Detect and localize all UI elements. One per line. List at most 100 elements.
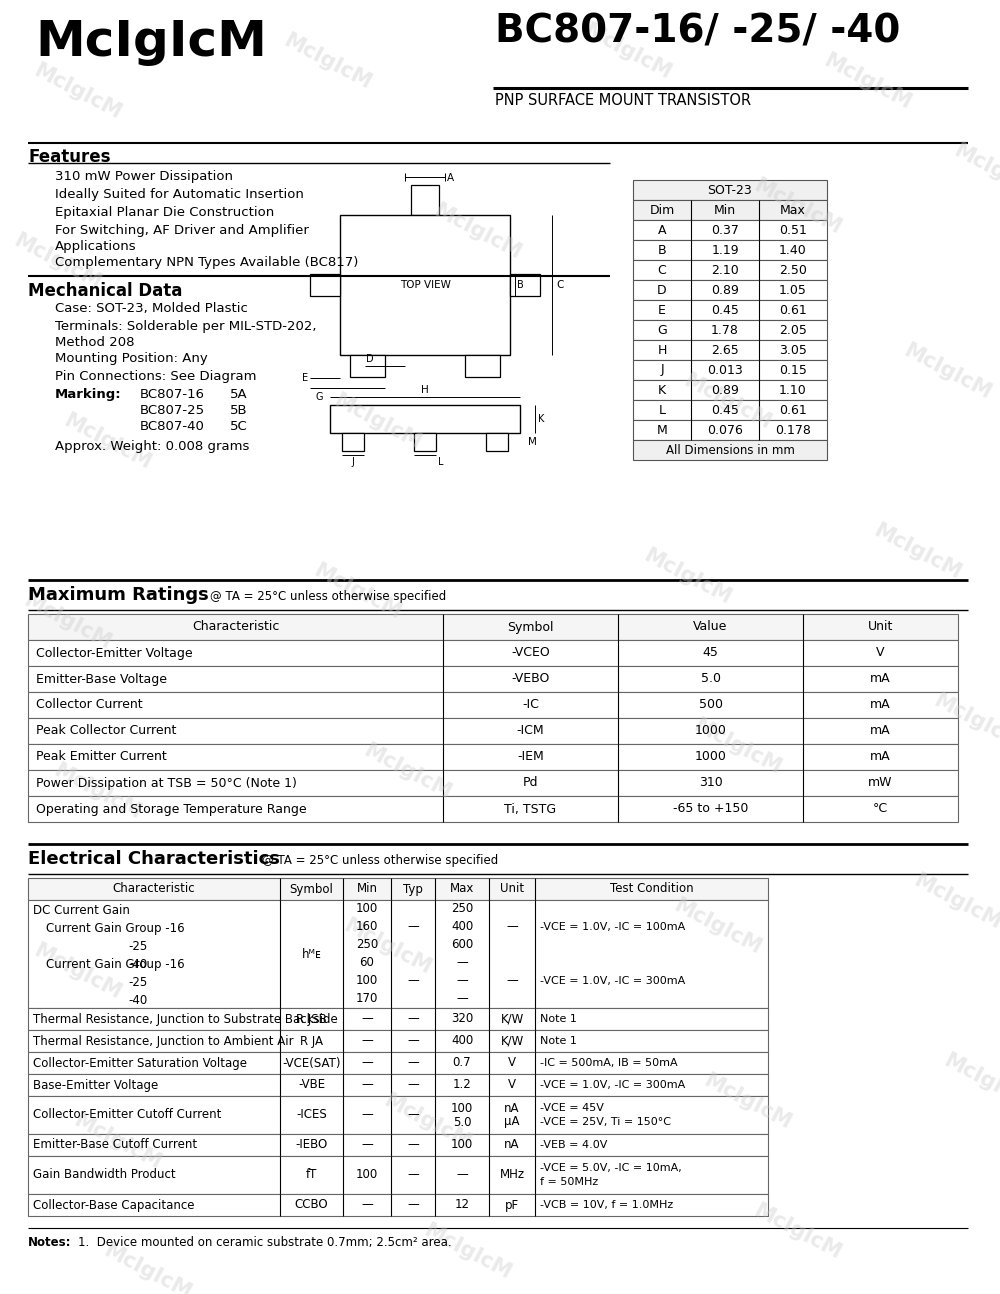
Text: Unit: Unit	[500, 883, 524, 895]
Text: Case: SOT-23, Molded Plastic: Case: SOT-23, Molded Plastic	[55, 302, 248, 314]
Bar	[633, 280, 827, 300]
Text: McIgIcM: McIgIcM	[310, 560, 404, 622]
Text: 2.10: 2.10	[711, 264, 739, 277]
Text: BC807-16: BC807-16	[140, 388, 205, 401]
Text: MHz: MHz	[499, 1168, 525, 1181]
Text: 310 mW Power Dissipation: 310 mW Power Dissipation	[55, 170, 233, 182]
Text: mA: mA	[870, 751, 891, 763]
Text: 1.05: 1.05	[779, 283, 807, 296]
Text: J: J	[352, 457, 354, 467]
Text: —: —	[407, 1012, 419, 1026]
Text: Symbol: Symbol	[507, 621, 554, 634]
Text: —: —	[456, 956, 468, 969]
Bar	[633, 340, 827, 360]
Bar	[633, 380, 827, 400]
Text: Maximum Ratings: Maximum Ratings	[28, 586, 209, 604]
Text: 250: 250	[451, 902, 473, 915]
Text: D: D	[366, 355, 374, 364]
Text: All Dimensions in mm: All Dimensions in mm	[666, 444, 794, 457]
Text: Complementary NPN Types Available (BC817): Complementary NPN Types Available (BC817…	[55, 256, 358, 269]
Text: Dim: Dim	[649, 203, 675, 216]
Text: Characteristic: Characteristic	[113, 883, 195, 895]
Text: 5A: 5A	[230, 388, 248, 401]
Text: Note 1: Note 1	[540, 1036, 577, 1046]
Text: -VCE = 1.0V, -IC = 100mA: -VCE = 1.0V, -IC = 100mA	[540, 923, 685, 932]
Bar	[633, 300, 827, 320]
Text: McIgIcM: McIgIcM	[820, 50, 914, 113]
Text: McIgIcM: McIgIcM	[670, 895, 764, 958]
Text: 60: 60	[360, 956, 374, 969]
Text: Test Condition: Test Condition	[610, 883, 693, 895]
Text: f = 50MHz: f = 50MHz	[540, 1178, 598, 1187]
Text: -40: -40	[128, 958, 147, 970]
Text: Collector-Base Capacitance: Collector-Base Capacitance	[33, 1198, 194, 1211]
Text: 0.61: 0.61	[779, 304, 807, 317]
Text: Value: Value	[693, 621, 728, 634]
Bar	[342, 433, 364, 452]
Text: Approx. Weight: 0.008 grams: Approx. Weight: 0.008 grams	[55, 440, 249, 453]
Text: McIgIcM: McIgIcM	[420, 1220, 514, 1282]
Text: —: —	[506, 974, 518, 987]
Text: -VCE = 25V, Ti = 150°C: -VCE = 25V, Ti = 150°C	[540, 1117, 671, 1127]
Text: -IC = 500mA, IB = 50mA: -IC = 500mA, IB = 50mA	[540, 1058, 678, 1068]
Text: Emitter-Base Voltage: Emitter-Base Voltage	[36, 673, 167, 686]
Text: fT: fT	[306, 1168, 317, 1181]
Bar	[28, 1096, 768, 1134]
Text: PNP SURFACE MOUNT TRANSISTOR: PNP SURFACE MOUNT TRANSISTOR	[495, 93, 751, 107]
Text: McIgIcM: McIgIcM	[30, 939, 124, 1003]
Text: Unit: Unit	[868, 621, 893, 634]
Text: McIgIcM: McIgIcM	[330, 389, 424, 453]
Text: —: —	[361, 1078, 373, 1092]
Text: R JA: R JA	[300, 1034, 323, 1048]
Text: McIgIcM: McIgIcM	[30, 60, 124, 123]
Text: -ICM: -ICM	[517, 725, 544, 738]
Text: Thermal Resistance, Junction to Substrate Backside: Thermal Resistance, Junction to Substrat…	[33, 1012, 338, 1026]
Text: McIgIcM: McIgIcM	[60, 410, 154, 472]
Text: Collector Current: Collector Current	[36, 699, 143, 712]
Text: M: M	[657, 423, 667, 436]
Text: —: —	[361, 1139, 373, 1152]
Text: 310: 310	[699, 776, 722, 789]
Text: Min: Min	[714, 203, 736, 216]
Text: McIgIcM: McIgIcM	[900, 340, 994, 402]
Text: R JSB: R JSB	[296, 1012, 327, 1026]
Text: DC Current Gain: DC Current Gain	[33, 905, 130, 917]
Bar	[633, 421, 827, 440]
Bar	[28, 613, 958, 641]
Text: Symbol: Symbol	[290, 883, 333, 895]
Text: Collector-Emitter Cutoff Current: Collector-Emitter Cutoff Current	[33, 1109, 221, 1122]
Text: °C: °C	[873, 802, 888, 815]
Text: Epitaxial Planar Die Construction: Epitaxial Planar Die Construction	[55, 206, 274, 219]
Text: —: —	[407, 1078, 419, 1092]
Text: Notes:: Notes:	[28, 1236, 72, 1249]
Text: 2.05: 2.05	[779, 324, 807, 336]
Text: —: —	[456, 1168, 468, 1181]
Bar	[414, 433, 436, 452]
Text: 400: 400	[451, 920, 473, 933]
Text: Pin Connections: See Diagram: Pin Connections: See Diagram	[55, 370, 256, 383]
Text: 500: 500	[698, 699, 722, 712]
Text: B: B	[658, 243, 666, 256]
Text: -VCE(SAT): -VCE(SAT)	[282, 1056, 341, 1070]
Text: —: —	[407, 1198, 419, 1211]
Text: 600: 600	[451, 938, 473, 951]
Text: -VCEO: -VCEO	[511, 647, 550, 660]
Text: 5.0: 5.0	[453, 1115, 471, 1128]
Text: K/W: K/W	[500, 1034, 524, 1048]
Text: nA: nA	[504, 1101, 520, 1114]
Text: mA: mA	[870, 673, 891, 686]
Text: —: —	[456, 974, 468, 987]
Bar	[633, 400, 827, 421]
Text: 5B: 5B	[230, 404, 248, 417]
Text: —: —	[407, 1168, 419, 1181]
Text: Features: Features	[28, 148, 110, 166]
Bar	[633, 180, 827, 201]
Text: —: —	[407, 920, 419, 933]
Text: μA: μA	[504, 1115, 520, 1128]
Bar	[28, 1134, 768, 1156]
Text: McIgIcM: McIgIcM	[50, 760, 144, 823]
Text: McIgIcM: McIgIcM	[680, 370, 774, 433]
Text: A: A	[447, 173, 454, 182]
Text: 100: 100	[356, 1168, 378, 1181]
Text: 170: 170	[356, 992, 378, 1005]
